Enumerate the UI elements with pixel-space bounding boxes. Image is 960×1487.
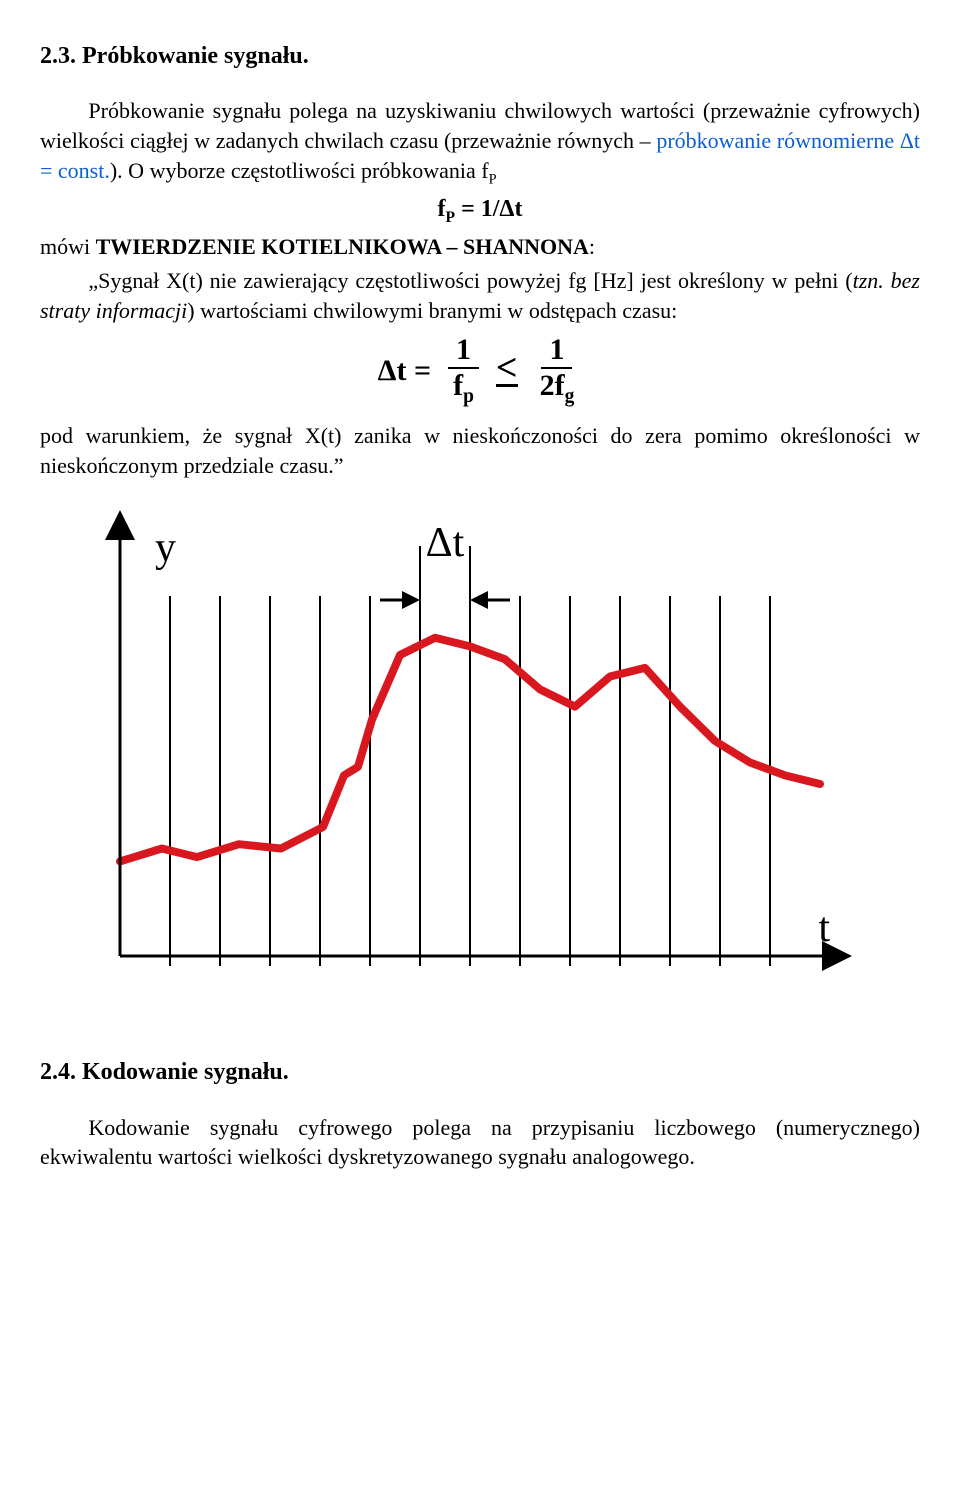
frac1-den-a: f [453,369,463,402]
le-symbol: < [496,355,518,387]
frac1-num: 1 [448,335,479,369]
para2-b: : [589,234,595,259]
frac2-den-a: 2f [540,369,565,402]
formula-fp-sub: P [446,209,456,226]
fraction-2: 1 2fg [532,335,583,407]
para2-a: mówi [40,234,96,259]
formula-fp-rest: = 1/Δt [455,196,522,222]
formula-fp: fP = 1/Δt [40,193,920,228]
quote-paragraph: „Sygnał X(t) nie zawierający częstotliwo… [40,266,920,325]
paragraph-2: mówi TWIERDZENIE KOTIELNIKOWA – SHANNONA… [40,232,920,262]
svg-text:Δt: Δt [426,520,465,566]
paragraph-1: Próbkowanie sygnału polega na uzyskiwani… [40,96,920,189]
formula-lhs: Δt = [378,351,431,392]
frac2-num: 1 [541,335,572,369]
formula-fp-f: f [438,196,446,222]
para1-text-b: ). O wyborze częstotliwości próbkowania … [110,158,489,183]
para2-bold: TWIERDZENIE KOTIELNIKOWA – SHANNONA [96,234,589,259]
quote-b: ) wartościami chwilowymi branymi w odstę… [187,298,677,323]
section-heading-2-3: 2.3. Próbkowanie sygnału. [40,40,920,72]
svg-text:t: t [818,905,830,951]
frac2-den: 2fg [532,369,583,407]
quote-a: „Sygnał X(t) nie zawierający częstotliwo… [88,268,852,293]
frac2-den-sub: g [565,386,575,407]
paragraph-3: pod warunkiem, że sygnał X(t) zanika w n… [40,421,920,480]
formula-delta-t: Δt = 1 fp < 1 2fg [40,335,920,407]
fraction-1: 1 fp [445,335,482,407]
svg-text:y: y [155,525,176,571]
section2-para: Kodowanie sygnału cyfrowego polega na pr… [40,1113,920,1172]
frac1-den: fp [445,369,482,407]
chart-svg: Δt y t [40,506,860,1026]
frac1-den-sub: p [463,386,474,407]
para1-sub-p: P [489,171,497,187]
section-heading-2-4: 2.4. Kodowanie sygnału. [40,1056,920,1088]
sampling-chart: Δt y t [40,506,920,1026]
